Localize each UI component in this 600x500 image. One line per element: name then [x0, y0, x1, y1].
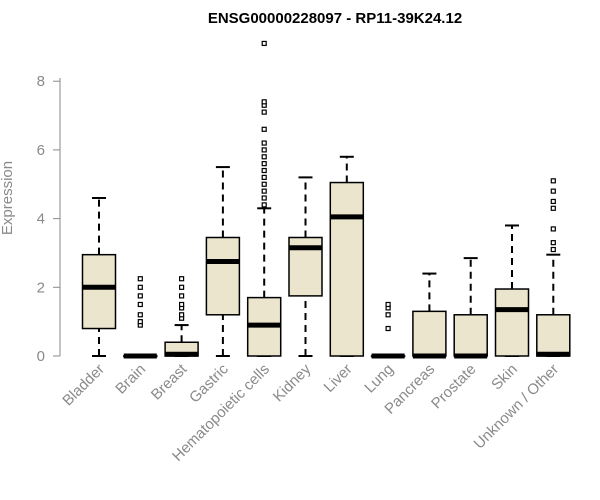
outlier-point [261, 140, 267, 146]
x-tick-label: Bladder [59, 361, 108, 410]
box-breast [164, 276, 199, 357]
iqr-box [412, 310, 447, 357]
y-tick-label: 2 [37, 279, 45, 296]
iqr-box [329, 181, 365, 357]
outlier-point [261, 188, 267, 194]
outlier-point [137, 312, 143, 318]
box-bladder [81, 197, 117, 357]
outlier-point [261, 109, 267, 115]
outlier-point [261, 195, 267, 201]
outlier-point [550, 246, 556, 253]
outlier-point [137, 301, 143, 308]
outlier-point [550, 198, 556, 205]
y-axis-ticks: 0 2 4 6 8 [37, 73, 60, 365]
outlier-point [179, 276, 185, 282]
outlier-point [261, 174, 267, 180]
outlier-point [261, 181, 267, 187]
outlier-point [261, 202, 267, 208]
outlier-point [550, 240, 556, 246]
outlier-point [550, 226, 556, 232]
outlier-point [550, 205, 556, 211]
outlier-point [179, 284, 185, 290]
outlier-point [179, 301, 185, 308]
box-unknown-other [536, 178, 571, 357]
box-gastric [205, 166, 241, 357]
outlier-point [550, 188, 556, 194]
outlier-point [261, 126, 267, 132]
x-tick-label: Lung [361, 361, 397, 397]
box-pancreas [412, 272, 447, 359]
y-tick-label: 0 [37, 348, 45, 365]
x-tick-label: Prostate [428, 361, 480, 413]
box-kidney [288, 176, 323, 357]
box-prostate [453, 257, 488, 359]
outlier-point [261, 154, 267, 160]
outlier-point [137, 319, 143, 325]
y-tick-label: 8 [37, 73, 45, 90]
box-hematopoietic-cells [246, 40, 282, 357]
outlier-point [261, 167, 267, 174]
box-liver [329, 155, 365, 357]
box-skin [494, 224, 530, 357]
iqr-box [494, 288, 530, 357]
box-brain [123, 276, 158, 359]
outlier-point [179, 312, 185, 318]
chart-title: ENSG00000228097 - RP11-39K24.12 [208, 10, 462, 27]
x-tick-label: Brain [112, 361, 149, 398]
outlier-point [385, 301, 391, 308]
x-tick-label: Liver [321, 361, 356, 396]
outlier-point [385, 325, 391, 332]
x-tick-label: Kidney [270, 360, 315, 405]
outlier-point [261, 99, 267, 105]
x-tick-label: Breast [148, 360, 191, 403]
y-axis-label: Expression [0, 161, 16, 235]
outlier-point [261, 147, 267, 153]
y-tick-label: 6 [37, 142, 45, 159]
iqr-box [81, 253, 117, 330]
iqr-box [536, 314, 571, 357]
outlier-point [261, 40, 267, 47]
outlier-point [261, 161, 267, 167]
x-tick-label: Skin [488, 361, 521, 394]
outlier-point [550, 178, 556, 184]
box-lung [370, 301, 406, 359]
outlier-point [137, 276, 143, 282]
iqr-box [453, 314, 488, 357]
box-series [81, 40, 571, 359]
outlier-point [179, 293, 185, 299]
outlier-point [137, 284, 143, 290]
y-tick-label: 4 [37, 211, 45, 228]
outlier-point [385, 312, 391, 318]
iqr-box [205, 236, 241, 316]
outlier-point [137, 293, 143, 299]
